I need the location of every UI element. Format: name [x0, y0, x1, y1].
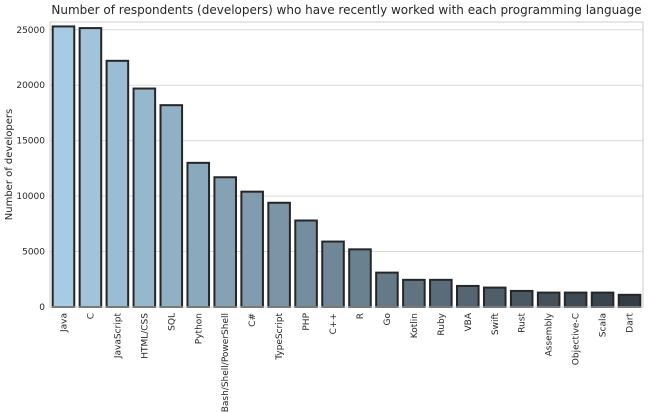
x-tick-label: R	[356, 313, 366, 319]
x-tick-labels: Java C JavaScript HTML/CSS SQL Python Bash/She…	[59, 312, 635, 412]
bar-r	[348, 248, 372, 308]
bar-assembly	[536, 291, 561, 308]
chart-title: Number of respondents (developers) who h…	[51, 3, 641, 17]
y-tick-label: 15000	[16, 137, 45, 147]
x-tick-label: Swift	[491, 313, 501, 336]
bar-scala	[590, 291, 615, 308]
bar-objective-c	[563, 291, 588, 308]
x-tick-label: TypeScript	[275, 313, 285, 361]
x-tick-label: Assembly	[545, 312, 555, 356]
bar-python	[186, 161, 211, 308]
plot-frame	[49, 21, 644, 308]
bar-html-css	[132, 87, 157, 308]
x-tick-label: SQL	[167, 313, 177, 331]
bar-typescript	[267, 201, 291, 308]
bar-c	[240, 190, 264, 309]
x-tick-label: Ruby	[437, 312, 447, 335]
bar-sql	[159, 104, 184, 308]
y-tick-labels: 0 5000 10000 15000 20000 25000	[16, 26, 45, 313]
bar-java	[51, 25, 76, 309]
bar-ruby	[429, 278, 453, 309]
bar-c	[321, 240, 345, 309]
y-tick-label: 20000	[16, 81, 45, 91]
bar-php	[294, 219, 318, 309]
bar-swift	[482, 286, 507, 308]
x-tick-label: Bash/Shell/PowerShell	[221, 313, 231, 412]
bar-kotlin	[402, 278, 426, 309]
bar-c	[78, 27, 103, 309]
x-tick-label: Go	[383, 313, 393, 326]
y-axis-label: Number of developers	[4, 109, 15, 220]
bar-bash-shell-powershell	[213, 176, 237, 308]
x-tick-label: Scala	[599, 313, 609, 337]
x-tick-label: Objective-C	[572, 313, 582, 365]
x-tick-label: JavaScript	[113, 313, 123, 360]
x-tick-label: Dart	[626, 313, 636, 333]
y-tick-label: 0	[39, 303, 45, 313]
x-tick-label: Kotlin	[410, 313, 420, 338]
x-tick-label: Rust	[518, 313, 528, 333]
bar-javascript	[105, 59, 130, 308]
x-tick-label: Python	[194, 313, 204, 344]
x-tick-label: Java	[59, 313, 69, 333]
x-tick-label: HTML/CSS	[140, 313, 150, 359]
x-tick-label: VBA	[464, 312, 474, 331]
bars	[51, 25, 642, 309]
x-tick-label: C	[86, 313, 96, 319]
x-tick-label: C#	[248, 313, 258, 327]
x-tick-label: PHP	[302, 312, 312, 330]
y-tick-label: 10000	[16, 192, 45, 202]
bar-go	[375, 271, 399, 308]
bar-rust	[509, 289, 534, 308]
y-tick-label: 5000	[22, 248, 45, 258]
bar-dart	[617, 293, 642, 308]
y-tick-label: 25000	[16, 26, 45, 36]
x-tick-label: C++	[329, 313, 339, 334]
bar-vba	[456, 284, 480, 309]
